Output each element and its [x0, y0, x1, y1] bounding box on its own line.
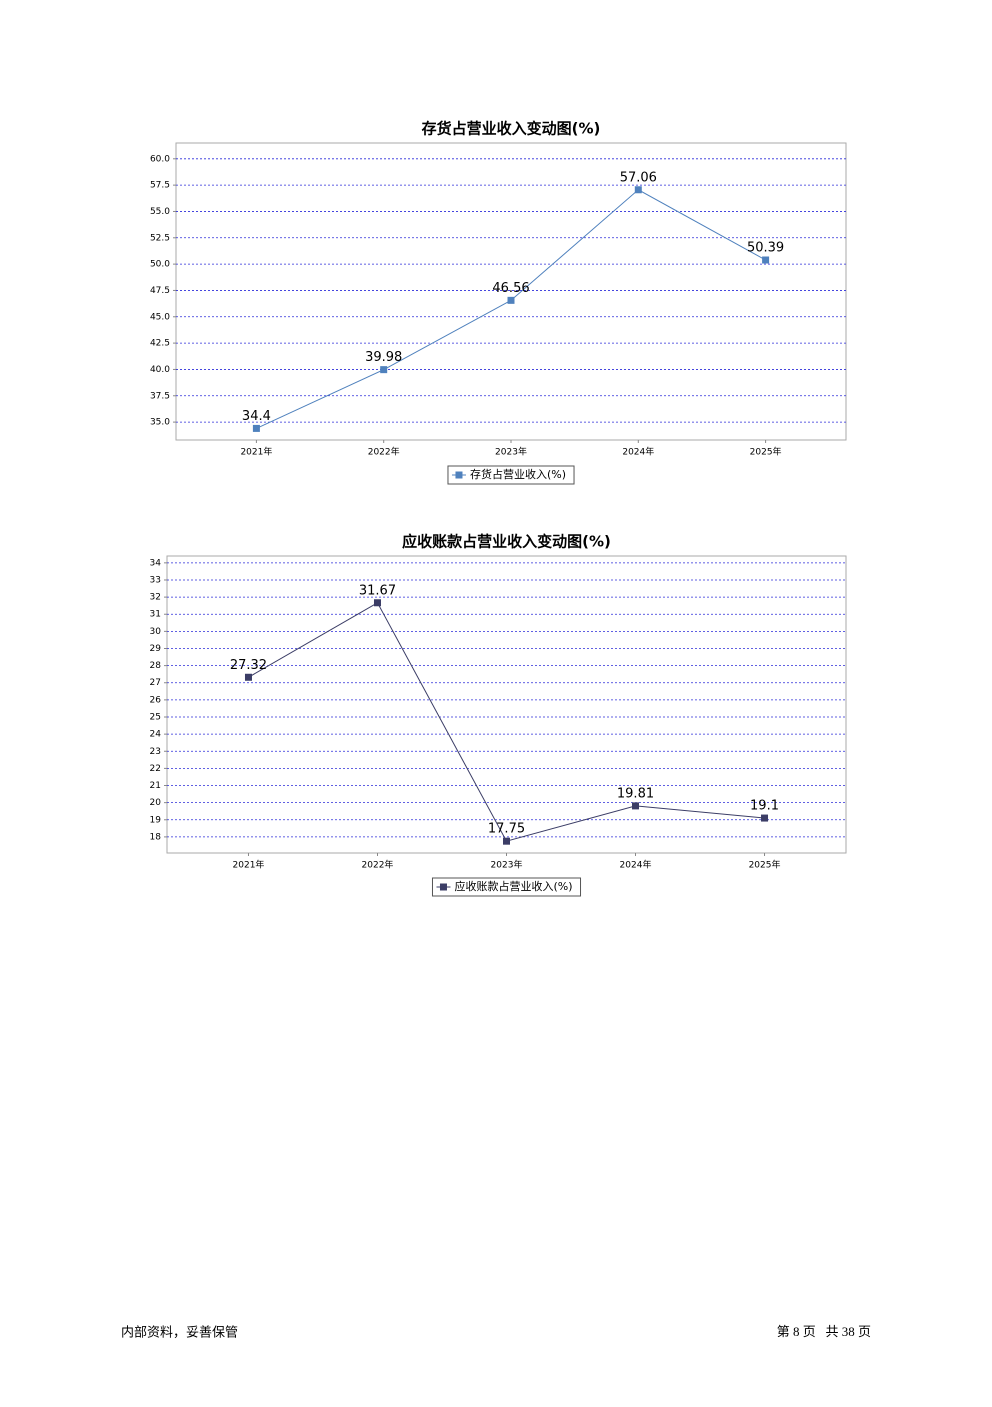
legend-label: 应收账款占营业收入(%) [454, 879, 572, 893]
marker [380, 366, 388, 374]
marker [252, 424, 260, 432]
y-tick-label: 35.0 [150, 418, 170, 428]
x-tick-label: 2023年 [491, 859, 523, 871]
footer-page: 第 8 页 共 38 页 [777, 1324, 871, 1339]
y-tick-label: 19 [150, 815, 162, 825]
marker [503, 837, 510, 845]
data-label: 39.98 [365, 350, 402, 365]
x-tick-label: 2025年 [750, 446, 782, 458]
legend-box [431, 877, 582, 897]
y-tick-label: 60.0 [150, 154, 170, 164]
footer-left: 内部资料，妥善保管 [121, 1325, 238, 1341]
marker [373, 599, 381, 607]
legend-label: 存货占营业收入(%) [470, 467, 566, 481]
y-tick-label: 30 [150, 627, 162, 637]
y-tick-label: 24 [150, 730, 162, 740]
y-tick-label: 22 [150, 764, 161, 774]
chart-title: 应收账款占营业收入变动图(%) [402, 533, 611, 551]
x-tick-label: 2022年 [362, 859, 394, 871]
y-tick-label: 31 [150, 610, 161, 620]
y-tick-label: 47.5 [150, 286, 170, 296]
legend-marker [455, 471, 463, 479]
marker [507, 296, 515, 304]
y-tick-label: 42.5 [150, 339, 170, 349]
marker [244, 673, 252, 681]
x-tick-label: 2024年 [620, 859, 652, 871]
y-tick-label: 40.0 [150, 365, 170, 375]
data-label: 31.67 [359, 583, 396, 598]
y-tick-label: 55.0 [150, 207, 170, 217]
y-tick-label: 18 [150, 832, 162, 842]
chart-title: 存货占营业收入变动图(%) [422, 120, 601, 138]
data-label: 46.56 [492, 281, 529, 296]
plot-frame [166, 555, 847, 854]
marker [761, 814, 769, 822]
data-label: 27.32 [230, 658, 267, 673]
data-label: 19.1 [750, 799, 779, 814]
data-label: 17.75 [488, 822, 525, 837]
y-tick-label: 34 [150, 558, 162, 568]
y-tick-label: 26 [150, 695, 162, 705]
y-tick-label: 28 [150, 661, 162, 671]
y-tick-label: 37.5 [150, 391, 170, 401]
data-label: 57.06 [620, 170, 657, 185]
marker [762, 256, 770, 264]
plot-frame [175, 142, 847, 441]
x-tick-label: 2022年 [368, 446, 400, 458]
data-label: 50.39 [747, 241, 784, 256]
legend-box [447, 465, 575, 485]
x-tick-label: 2024年 [622, 446, 654, 458]
marker [632, 802, 640, 810]
y-tick-label: 23 [150, 747, 161, 757]
data-label: 34.4 [242, 409, 271, 424]
y-tick-label: 29 [150, 644, 162, 654]
y-tick-label: 52.5 [150, 233, 170, 243]
y-tick-label: 57.5 [150, 181, 170, 191]
y-tick-label: 25 [150, 713, 161, 723]
y-tick-label: 27 [150, 678, 161, 688]
y-tick-label: 33 [150, 575, 161, 585]
x-tick-label: 2021年 [240, 446, 272, 458]
data-label: 19.81 [617, 786, 654, 801]
y-tick-label: 50.0 [150, 260, 170, 270]
y-tick-label: 45.0 [150, 312, 170, 322]
x-tick-label: 2023年 [495, 446, 527, 458]
legend-marker [439, 883, 447, 891]
y-tick-label: 32 [150, 593, 161, 603]
x-tick-label: 2021年 [233, 859, 265, 871]
y-tick-label: 21 [150, 781, 161, 791]
marker [634, 186, 642, 194]
y-tick-label: 20 [150, 798, 162, 808]
x-tick-label: 2025年 [749, 859, 781, 871]
